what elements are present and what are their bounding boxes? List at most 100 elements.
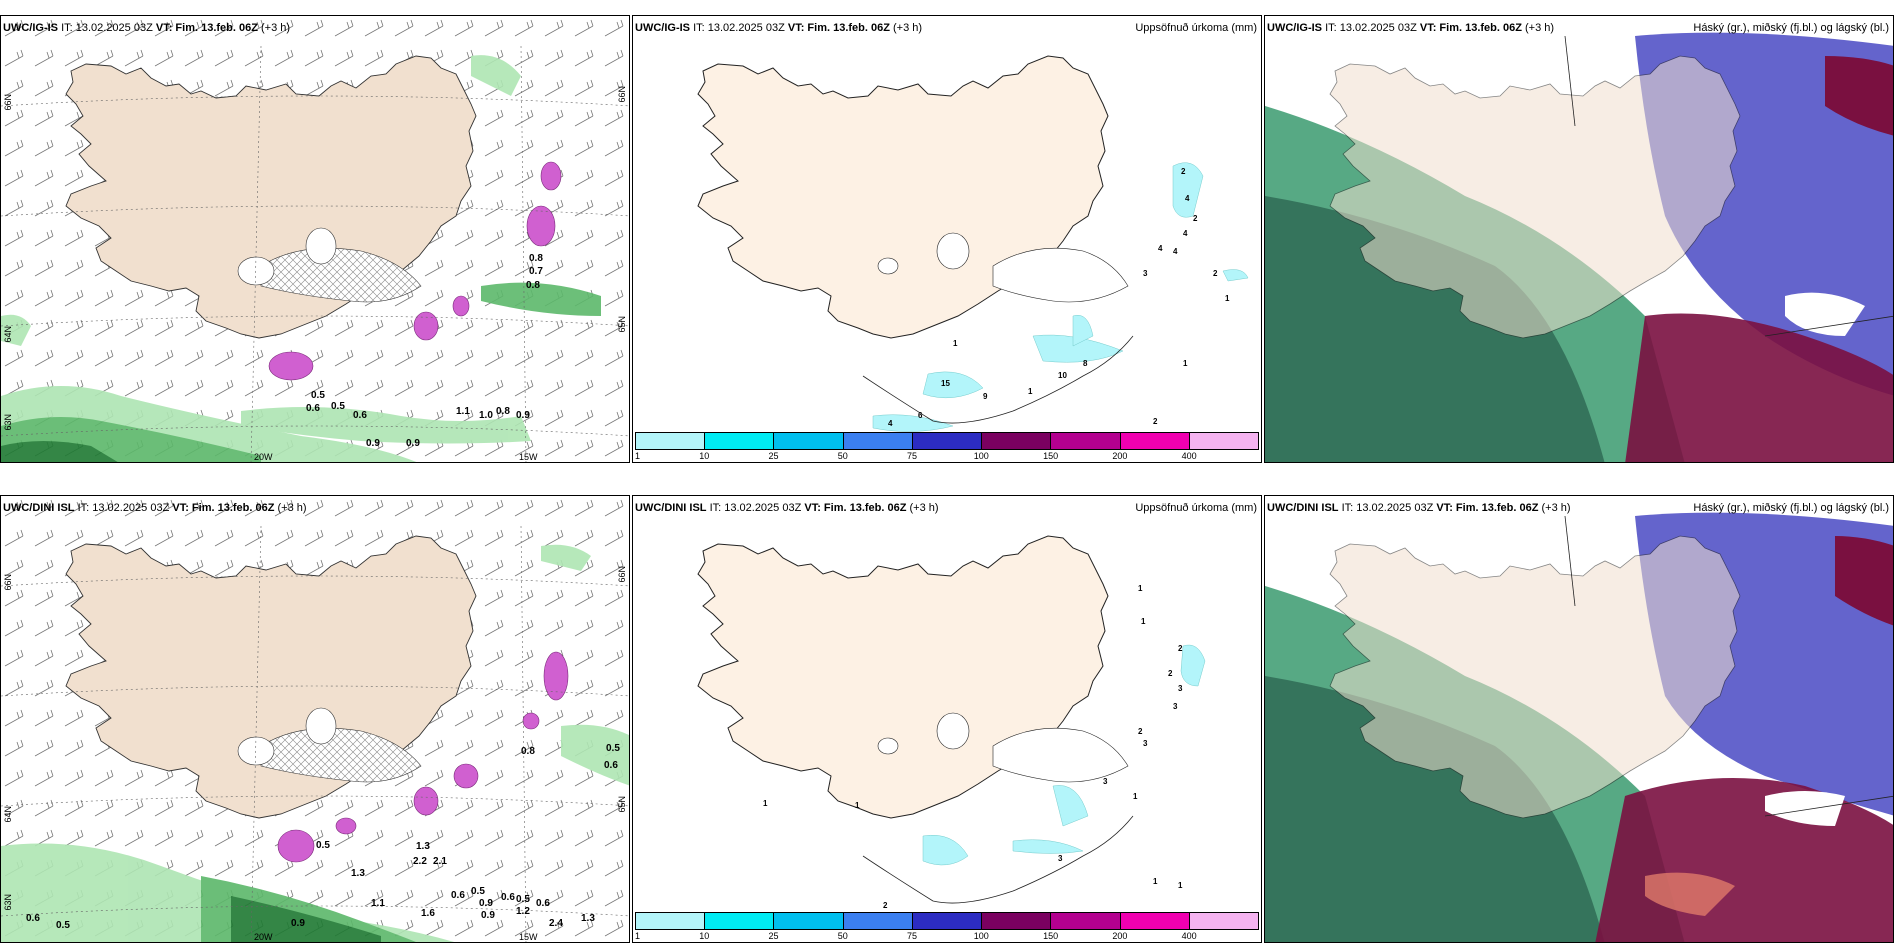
panel-variable-label: Háský (gr.), miðský (fj.bl.) og lágský (… (1693, 502, 1889, 514)
panel-variable-label: Uppsöfnuð úrkoma (mm) (1135, 502, 1257, 514)
svg-text:4: 4 (1158, 244, 1163, 253)
svg-text:0.8: 0.8 (529, 253, 543, 264)
lat-label: 65N (617, 316, 627, 333)
svg-text:1: 1 (1028, 387, 1033, 396)
panel-igis-accum-precip: UWC/IG-IS IT: 13.02.2025 03Z VT: Fim. 13… (632, 15, 1262, 463)
lat-label: 64N (3, 326, 13, 343)
svg-text:0.6: 0.6 (26, 913, 40, 924)
panel-variable-label: Háský (gr.), miðský (fj.bl.) og lágský (… (1693, 22, 1889, 34)
svg-text:0.6: 0.6 (604, 760, 618, 771)
lat-label: 63N (3, 894, 13, 911)
colorbar-segment (1189, 433, 1258, 449)
svg-text:3: 3 (1103, 777, 1108, 786)
map-wind-precip: 0.5 0.6 0.8 0.5 1.3 2.2 2.1 1.3 0.6 0.9 … (1, 496, 629, 942)
svg-text:1: 1 (855, 801, 860, 810)
map-clouds (1265, 16, 1893, 462)
svg-text:2.2: 2.2 (413, 856, 427, 867)
svg-text:0.6: 0.6 (353, 410, 367, 421)
colorbar-segment (1189, 913, 1258, 929)
svg-text:2: 2 (1168, 669, 1173, 678)
svg-text:2.4: 2.4 (549, 918, 563, 929)
svg-text:2: 2 (1138, 727, 1143, 736)
lat-label: 66N (617, 566, 627, 583)
svg-text:3: 3 (1143, 739, 1148, 748)
panel-title: UWC/DINI ISL IT: 13.02.2025 03Z VT: Fim.… (3, 502, 307, 514)
panel-title: UWC/DINI ISL IT: 13.02.2025 03Z VT: Fim.… (635, 502, 939, 514)
colorbar-segment (843, 433, 913, 449)
svg-text:0.8: 0.8 (526, 280, 540, 291)
svg-text:0.9: 0.9 (516, 410, 530, 421)
svg-text:1.3: 1.3 (581, 913, 595, 924)
colorbar-segment (912, 913, 983, 929)
panel-igis-clouds: UWC/IG-IS IT: 13.02.2025 03Z VT: Fim. 13… (1264, 15, 1894, 463)
svg-text:1.6: 1.6 (421, 908, 435, 919)
lat-label: 63N (3, 414, 13, 431)
svg-text:2: 2 (1193, 214, 1198, 223)
svg-text:2: 2 (1213, 269, 1218, 278)
svg-text:1.3: 1.3 (351, 868, 365, 879)
panel-title: UWC/IG-IS IT: 13.02.2025 03Z VT: Fim. 13… (635, 22, 923, 34)
panel-title: UWC/DINI ISL IT: 13.02.2025 03Z VT: Fim.… (1267, 502, 1571, 514)
svg-text:15: 15 (941, 379, 950, 388)
lat-label: 66N (3, 94, 13, 111)
svg-text:0.6: 0.6 (306, 403, 320, 414)
panel-title: UWC/IG-IS IT: 13.02.2025 03Z VT: Fim. 13… (1267, 22, 1555, 34)
lon-label: 15W (519, 452, 538, 462)
svg-text:2: 2 (883, 901, 888, 910)
svg-text:0.5: 0.5 (516, 894, 530, 905)
svg-text:3: 3 (1173, 702, 1178, 711)
svg-text:3: 3 (1058, 854, 1063, 863)
svg-text:8: 8 (1083, 359, 1088, 368)
panel-igis-wind-precip: UWC/IG-IS IT: 13.02.2025 03Z VT: Fim. 13… (0, 15, 630, 463)
svg-text:1.2: 1.2 (516, 906, 530, 917)
precip-colorbar (635, 432, 1259, 450)
colorbar-segment (774, 913, 844, 929)
svg-text:0.9: 0.9 (406, 438, 420, 449)
svg-text:4: 4 (1173, 247, 1178, 256)
svg-text:0.6: 0.6 (536, 898, 550, 909)
svg-text:0.5: 0.5 (331, 401, 345, 412)
svg-text:2.1: 2.1 (433, 856, 447, 867)
svg-text:1: 1 (1183, 359, 1188, 368)
svg-text:9: 9 (983, 392, 988, 401)
svg-text:0.5: 0.5 (311, 390, 325, 401)
panel-title: UWC/IG-IS IT: 13.02.2025 03Z VT: Fim. 13… (3, 22, 291, 34)
map-clouds (1265, 496, 1893, 942)
precip-colorbar (635, 912, 1259, 930)
svg-text:4: 4 (888, 419, 893, 428)
panel-dini-clouds: UWC/DINI ISL IT: 13.02.2025 03Z VT: Fim.… (1264, 495, 1894, 943)
colorbar-segment (705, 913, 775, 929)
colorbar-segment (982, 433, 1052, 449)
svg-text:2: 2 (1153, 417, 1158, 426)
lat-label: 65N (617, 796, 627, 813)
colorbar-ticks: 1 10 25 50 75 100 150 200 400 (635, 931, 1197, 941)
colorbar-segment (1051, 433, 1121, 449)
svg-text:6: 6 (918, 411, 923, 420)
svg-text:1: 1 (1133, 792, 1138, 801)
map-accum-precip: 1 1 2 2 3 3 2 3 3 1 1 3 1 1 1 2 (697, 535, 1206, 910)
svg-text:1.0: 1.0 (479, 410, 493, 421)
svg-text:1.1: 1.1 (371, 898, 385, 909)
svg-text:0.8: 0.8 (496, 406, 510, 417)
colorbar-segment (843, 913, 913, 929)
svg-text:2: 2 (1181, 167, 1186, 176)
colorbar-segment (636, 913, 706, 929)
lat-label: 66N (617, 86, 627, 103)
svg-text:3: 3 (1178, 684, 1183, 693)
svg-text:1: 1 (1178, 881, 1183, 890)
lon-label: 15W (519, 932, 538, 942)
colorbar-segment (1051, 913, 1121, 929)
svg-text:0.9: 0.9 (481, 910, 495, 921)
svg-text:2: 2 (1178, 644, 1183, 653)
svg-text:0.5: 0.5 (56, 920, 70, 931)
svg-text:0.6: 0.6 (501, 892, 515, 903)
colorbar-segment (636, 433, 706, 449)
panel-dini-wind-precip: UWC/DINI ISL IT: 13.02.2025 03Z VT: Fim.… (0, 495, 630, 943)
lat-label: 64N (3, 806, 13, 823)
svg-text:0.7: 0.7 (529, 266, 543, 277)
svg-text:1: 1 (953, 339, 958, 348)
svg-text:0.9: 0.9 (366, 438, 380, 449)
map-wind-precip: 0.8 0.7 0.8 0.5 0.6 0.5 0.6 1.1 1.0 0.8 … (1, 16, 629, 462)
colorbar-ticks: 1 10 25 50 75 100 150 200 400 (635, 451, 1197, 461)
svg-text:0.8: 0.8 (521, 746, 535, 757)
